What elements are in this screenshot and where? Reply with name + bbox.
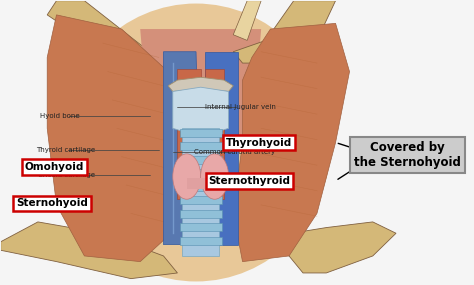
Polygon shape xyxy=(47,15,187,262)
Text: Hyoid bone: Hyoid bone xyxy=(40,113,80,119)
Bar xyxy=(180,210,222,218)
Ellipse shape xyxy=(201,154,228,199)
Bar xyxy=(180,183,222,191)
Bar xyxy=(180,237,222,245)
Polygon shape xyxy=(164,52,201,245)
Polygon shape xyxy=(47,1,177,80)
Text: Covered by
the Sternohyoid: Covered by the Sternohyoid xyxy=(354,141,461,169)
Ellipse shape xyxy=(61,3,331,282)
Bar xyxy=(180,129,222,137)
Polygon shape xyxy=(205,69,224,199)
Text: Omohyoid: Omohyoid xyxy=(25,162,84,172)
Bar xyxy=(187,178,215,189)
Polygon shape xyxy=(233,1,336,63)
Bar xyxy=(180,169,222,177)
Polygon shape xyxy=(233,23,349,262)
Polygon shape xyxy=(140,29,261,154)
Text: Internal jugular vein: Internal jugular vein xyxy=(205,104,276,110)
Polygon shape xyxy=(177,69,201,199)
Bar xyxy=(180,142,222,150)
Text: Sternothyroid: Sternothyroid xyxy=(209,176,291,186)
Text: Common carotid artery: Common carotid artery xyxy=(194,149,275,155)
Polygon shape xyxy=(182,128,219,256)
Text: Thyroid cartilage: Thyroid cartilage xyxy=(36,146,95,152)
Polygon shape xyxy=(205,52,238,245)
Bar xyxy=(180,156,222,164)
Text: Thyrohyoid: Thyrohyoid xyxy=(226,137,292,148)
Polygon shape xyxy=(168,77,233,91)
Bar xyxy=(180,196,222,204)
Polygon shape xyxy=(256,222,396,273)
Polygon shape xyxy=(233,1,261,40)
Ellipse shape xyxy=(173,154,201,199)
Polygon shape xyxy=(0,222,177,279)
Text: Sternohyoid: Sternohyoid xyxy=(16,198,88,208)
Bar xyxy=(180,223,222,231)
Text: Cricoid cartilage: Cricoid cartilage xyxy=(38,172,95,178)
Polygon shape xyxy=(173,87,228,137)
